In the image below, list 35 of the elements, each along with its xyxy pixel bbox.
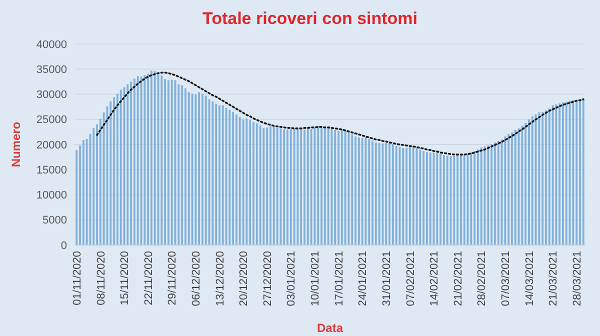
y-tick-label: 35000 bbox=[36, 64, 67, 76]
x-tick-label: 01/11/2020 bbox=[71, 251, 84, 306]
y-axis-title: Numero bbox=[9, 122, 23, 168]
x-tick-label: 31/01/2021 bbox=[380, 251, 393, 306]
x-tick-label: 14/03/2021 bbox=[524, 251, 536, 306]
x-tick-label: 20/12/2020 bbox=[238, 251, 250, 306]
x-tick-label: 14/02/2021 bbox=[428, 251, 441, 306]
x-tick-label: 21/03/2021 bbox=[548, 251, 560, 306]
x-tick-label: 08/11/2020 bbox=[95, 251, 108, 306]
x-tick-label: 27/12/2020 bbox=[262, 251, 274, 306]
x-tick-label: 13/12/2020 bbox=[214, 251, 226, 306]
x-tick-label: 17/01/2021 bbox=[333, 251, 346, 306]
x-axis-title: Data bbox=[316, 321, 344, 335]
y-tick-label: 25000 bbox=[36, 114, 67, 126]
x-tick-label: 22/11/2020 bbox=[142, 251, 155, 306]
x-tick-label: 03/01/2021 bbox=[286, 251, 298, 306]
x-tick-label: 07/02/2021 bbox=[404, 251, 417, 306]
x-tick-label: 24/01/2021 bbox=[357, 251, 370, 306]
x-tick-label: 28/02/2021 bbox=[476, 251, 488, 306]
x-tick-label: 28/03/2021 bbox=[571, 251, 584, 306]
x-tick-label: 07/03/2021 bbox=[500, 251, 512, 306]
chart-title: Totale ricoveri con sintomi bbox=[202, 9, 418, 28]
x-tick-label: 29/11/2020 bbox=[166, 251, 179, 306]
y-tick-label: 40000 bbox=[36, 38, 67, 51]
x-tick-label: 15/11/2020 bbox=[119, 251, 132, 306]
y-tick-label: 15000 bbox=[36, 164, 67, 176]
y-tick-label: 10000 bbox=[36, 190, 67, 202]
y-tick-label: 5000 bbox=[42, 214, 67, 227]
x-tick-label: 21/02/2021 bbox=[452, 251, 464, 306]
y-tick-label: 0 bbox=[60, 240, 67, 252]
line-series bbox=[96, 72, 584, 156]
y-tick-label: 30000 bbox=[36, 89, 67, 102]
x-tick-label: 10/01/2021 bbox=[310, 251, 322, 306]
x-tick-label: 06/12/2020 bbox=[190, 251, 203, 306]
y-tick-label: 20000 bbox=[36, 139, 67, 152]
